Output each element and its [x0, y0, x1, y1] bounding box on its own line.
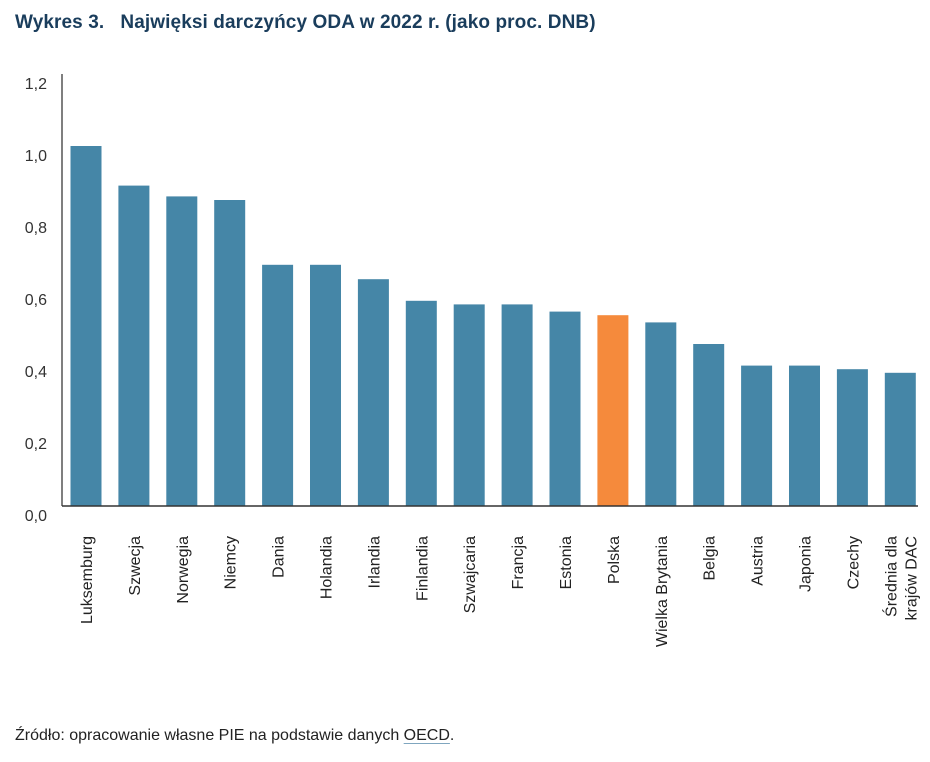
bar-wielka-brytania: [645, 322, 677, 506]
y-tick-label: 1,2: [25, 76, 47, 93]
x-tick-label: Irlandia: [366, 536, 383, 589]
bar-japonia: [789, 365, 820, 506]
bar-estonia: [549, 311, 581, 506]
bar-francja: [501, 304, 533, 506]
x-tick-label: Szwecja: [127, 536, 144, 596]
y-tick-label: 0,2: [25, 436, 47, 453]
bar-czechy: [836, 369, 868, 506]
bar-austria: [741, 365, 773, 506]
bar-polska: [597, 315, 629, 506]
x-tick-label: Średnia dla krajów DAC: [881, 536, 920, 621]
x-tick-label: Norwegia: [175, 536, 192, 604]
bar-belgia: [693, 344, 725, 506]
x-tick-label: Belgia: [702, 536, 719, 581]
source-text: Źródło: opracowanie własne PIE na podsta…: [15, 727, 404, 744]
chart-title: Wykres 3. Najwięksi darczyńcy ODA w 2022…: [15, 12, 596, 33]
x-tick-label: Dania: [271, 536, 288, 578]
bar-średnia-dla: [884, 372, 916, 506]
bar-chart: 0,0 0,2 0,4 0,6 0,8 1,0 1,2 Luksemburg Szwecja N…: [25, 74, 920, 647]
x-tick-label: Czechy: [845, 536, 862, 589]
x-tick-label: Polska: [606, 536, 623, 584]
bar-finlandia: [405, 300, 437, 506]
x-tick-label: Francja: [510, 536, 527, 589]
y-tick-label: 0,6: [25, 292, 47, 309]
bar-holandia: [310, 264, 341, 506]
x-tick-label: Luksemburg: [79, 536, 96, 624]
bar-dania: [262, 264, 294, 506]
bar-norwegia: [166, 196, 198, 506]
x-axis-labels: Luksemburg Szwecja Norwegia Niemcy Dania Hola…: [79, 536, 920, 647]
bar-luksemburg: [70, 146, 102, 506]
bar-szwajcaria: [453, 304, 485, 506]
source-link-oecd[interactable]: OECD: [403, 727, 450, 744]
x-tick-label: Szwajcaria: [462, 536, 479, 613]
bar-szwecja: [118, 185, 150, 506]
x-tick-label: Wielka Brytania: [654, 536, 671, 647]
y-tick-label: 0,0: [25, 508, 47, 525]
x-tick-label: Niemcy: [223, 536, 240, 589]
x-tick-label: Japonia: [798, 536, 815, 592]
x-tick-label: Estonia: [558, 536, 575, 589]
y-axis-ticks: 0,0 0,2 0,4 0,6 0,8 1,0 1,2: [25, 76, 47, 525]
y-tick-label: 0,4: [25, 364, 47, 381]
bars: [70, 146, 916, 506]
y-tick-label: 0,8: [25, 220, 47, 237]
bar-irlandia: [357, 279, 389, 506]
source-note: Źródło: opracowanie własne PIE na podsta…: [15, 727, 454, 745]
y-tick-label: 1,0: [25, 148, 47, 165]
x-tick-label: Austria: [750, 536, 767, 586]
x-tick-label: Holandia: [319, 536, 336, 599]
x-tick-label: Finlandia: [414, 536, 431, 601]
bar-niemcy: [214, 200, 246, 506]
source-suffix: .: [449, 727, 455, 744]
